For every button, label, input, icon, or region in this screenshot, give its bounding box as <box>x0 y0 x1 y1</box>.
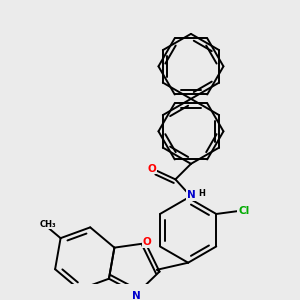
Text: O: O <box>148 164 156 174</box>
Text: H: H <box>198 189 205 198</box>
Text: O: O <box>143 237 152 247</box>
Text: N: N <box>187 190 195 200</box>
Text: CH₃: CH₃ <box>40 220 57 229</box>
Text: N: N <box>132 291 141 300</box>
Text: Cl: Cl <box>238 206 249 216</box>
